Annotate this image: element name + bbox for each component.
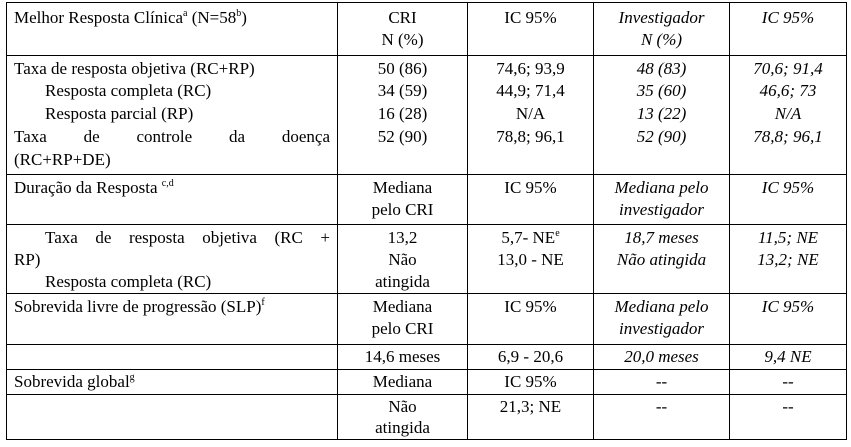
os-inv-value: --	[655, 397, 668, 416]
os-inv-header: --	[655, 372, 668, 391]
header-n-label: (N=58	[191, 8, 237, 27]
row-divider	[6, 344, 847, 345]
col-header-cri: CRI	[388, 8, 417, 27]
os-ic-value: 21,3; NE	[499, 397, 562, 416]
os-ic-inv-value: --	[782, 397, 794, 416]
duration-cr-ic-value: 13,0 - NE	[497, 250, 564, 269]
dcr-ic-value: 78,8; 96,1	[496, 127, 565, 146]
footnote-marker-b: b	[236, 8, 242, 19]
col-header-investigator-n: N (%)	[640, 30, 683, 49]
col-header-investigator: Investigador	[618, 8, 705, 27]
table-border-left	[6, 2, 7, 440]
column-divider	[337, 2, 338, 440]
orr-cri-value: 50 (86)	[377, 59, 428, 78]
duration-orr-inv-value: 18,7 meses	[624, 228, 699, 247]
os-cri-header: Mediana	[372, 372, 433, 391]
os-ic-header: IC 95%	[504, 372, 557, 391]
duration-ic-header: IC 95%	[504, 178, 557, 197]
dcr-ic-inv-value: 78,8; 96,1	[753, 127, 823, 146]
duration-cr-cri-value-line2: atingida	[375, 272, 430, 291]
col-header-ic-investigator: IC 95%	[761, 8, 815, 27]
footnote-marker-cd: c,d	[161, 178, 174, 189]
duration-cri-header-line2: pelo CRI	[371, 200, 434, 219]
row-divider	[6, 224, 847, 225]
pfs-cri-header-line1: Mediana	[372, 297, 433, 316]
row-label-orr: Taxa de resposta objetiva (RC+RP)	[14, 59, 255, 78]
duration-cr-cri-value-line1: Não	[388, 250, 417, 269]
os-cri-value-line2: atingida	[375, 418, 430, 437]
duration-orr-ic-inv-value: 11,5; NE	[757, 228, 819, 247]
duration-cr-ic-inv-value: 13,2; NE	[757, 250, 819, 269]
dcr-cri-value: 52 (90)	[377, 127, 428, 146]
os-label-cell: Sobrevida globalg	[14, 372, 135, 392]
column-divider	[729, 2, 730, 440]
duration-orr-cri-value: 13,2	[387, 228, 418, 247]
header-title: Melhor Resposta Clínica	[14, 8, 184, 27]
column-divider	[593, 2, 594, 440]
row-divider	[6, 394, 847, 395]
col-header-ic: IC 95%	[504, 8, 557, 27]
footnote-marker-a: a	[183, 8, 188, 19]
os-label: Sobrevida global	[14, 372, 130, 391]
table-border-top	[6, 2, 847, 3]
pr-inv-value: 13 (22)	[636, 104, 687, 123]
duration-cri-header-line1: Mediana	[372, 178, 433, 197]
pfs-ic-inv-value: 9,4 NE	[764, 347, 812, 366]
pr-ic-inv-value: N/A	[774, 104, 802, 123]
pfs-inv-header-line2: investigador	[619, 319, 704, 338]
duration-inv-header-line2: investigador	[619, 200, 704, 219]
footnote-marker-g: g	[129, 372, 135, 383]
duration-label-cell: Duração da Resposta c,d	[14, 178, 174, 198]
pr-ic-value: N/A	[515, 104, 546, 123]
pfs-label: Sobrevida livre de progressão (SLP)	[14, 297, 262, 316]
row-label-dcr-line2: (RC+RP+DE)	[14, 150, 111, 169]
pfs-cri-value: 14,6 meses	[364, 347, 441, 366]
col-header-cri-n: N (%)	[381, 30, 424, 49]
orr-ic-value: 74,6; 93,9	[496, 59, 565, 78]
cr-cri-value: 34 (59)	[377, 81, 428, 100]
row-divider	[6, 293, 847, 294]
pfs-label-cell: Sobrevida livre de progressão (SLP)f	[14, 297, 265, 317]
pfs-ic-value: 6,9 - 20,6	[497, 347, 564, 366]
row-label-pr: Resposta parcial (RP)	[45, 104, 194, 123]
pr-cri-value: 16 (28)	[377, 104, 428, 123]
footnote-marker-e: e	[555, 228, 560, 239]
row-divider	[6, 174, 847, 175]
duration-inv-header-line1: Mediana pelo	[614, 178, 709, 197]
row-label-dcr-line1: Taxa de controle da doença	[14, 127, 330, 146]
cr-ic-value: 44,9; 71,4	[496, 81, 565, 100]
table-border-bottom	[6, 439, 847, 440]
pfs-ic-header: IC 95%	[504, 297, 557, 316]
footnote-marker-f: f	[261, 297, 265, 308]
os-ic-inv-header: --	[782, 372, 794, 391]
pfs-ic-inv-header: IC 95%	[761, 297, 815, 316]
dcr-inv-value: 52 (90)	[636, 127, 687, 146]
header-n-close: )	[241, 8, 247, 27]
row-divider	[6, 55, 847, 56]
duration-cr-inv-value: Não atingida	[616, 250, 707, 269]
pfs-inv-value: 20,0 meses	[624, 347, 699, 366]
cr-ic-inv-value: 46,6; 73	[759, 81, 817, 100]
duration-ic-inv-header: IC 95%	[761, 178, 815, 197]
row-label-cr: Resposta completa (RC)	[45, 81, 212, 100]
pfs-cri-header-line2: pelo CRI	[371, 319, 434, 338]
pfs-inv-header-line1: Mediana pelo	[614, 297, 709, 316]
orr-ic-inv-value: 70,6; 91,4	[753, 59, 823, 78]
orr-inv-value: 48 (83)	[636, 59, 687, 78]
duration-orr-ic-cell: 5,7- NEe	[468, 228, 593, 248]
duration-orr-ic-value: 5,7- NE	[501, 228, 556, 247]
duration-cr-label: Resposta completa (RC)	[45, 272, 212, 291]
duration-label: Duração da Resposta	[14, 178, 158, 197]
duration-orr-label-line2: RP)	[14, 250, 41, 269]
duration-orr-label-line1: Taxa de resposta objetiva (RC +	[45, 228, 330, 247]
os-cri-value-line1: Não	[388, 397, 417, 416]
table-border-right	[846, 2, 847, 440]
cr-inv-value: 35 (60)	[636, 81, 687, 100]
header-title-cell: Melhor Resposta Clínicaa (N=58b)	[14, 8, 247, 28]
row-divider	[6, 369, 847, 370]
column-divider	[467, 2, 468, 440]
